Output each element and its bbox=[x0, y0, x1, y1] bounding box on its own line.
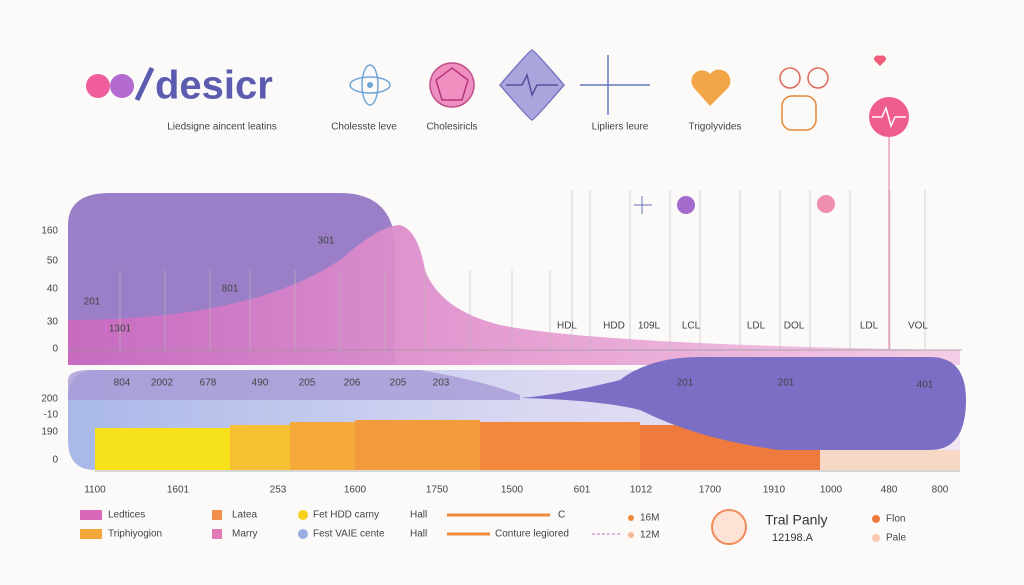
legend-label: Flon bbox=[886, 514, 905, 525]
legend-label: Latea bbox=[232, 510, 257, 521]
column-label: LDL bbox=[747, 321, 766, 332]
x-label: 480 bbox=[881, 485, 898, 496]
legend-swatches bbox=[80, 509, 880, 545]
legend-label: 16M bbox=[640, 513, 659, 524]
x-label: 1601 bbox=[167, 485, 190, 496]
column-label: HDL bbox=[557, 321, 577, 332]
x-label: 1500 bbox=[501, 485, 524, 496]
grid-lines bbox=[119, 190, 926, 350]
icon-label: Trigolyvides bbox=[689, 122, 742, 133]
x-label: 1700 bbox=[699, 485, 722, 496]
row-label: 490 bbox=[252, 378, 269, 389]
legend-label: Marry bbox=[232, 529, 258, 540]
legend-label: Hall bbox=[410, 510, 427, 521]
y-label: 0 bbox=[52, 455, 58, 466]
labels: 160 50 40 30 0 201 1301 801 301 HDL HDD 109L LCL LDL D… bbox=[41, 226, 948, 544]
point-label: 201 bbox=[84, 297, 101, 308]
row-label: 201 bbox=[778, 378, 795, 389]
legend-label: Hall bbox=[410, 529, 427, 540]
y-label: 190 bbox=[41, 427, 58, 438]
y-label: 40 bbox=[47, 284, 59, 295]
logo: desicr bbox=[86, 64, 273, 108]
column-label: HDD bbox=[603, 321, 625, 332]
row-label: 205 bbox=[299, 378, 316, 389]
y-label: -10 bbox=[44, 410, 59, 421]
icon-label: Cholesste leve bbox=[331, 122, 397, 133]
point-label: 801 bbox=[222, 284, 239, 295]
legend-label: Pale bbox=[886, 533, 906, 544]
brand-name: Tral Panly bbox=[765, 512, 828, 528]
point-label: 1301 bbox=[109, 324, 132, 335]
row-label: 678 bbox=[200, 378, 217, 389]
x-label: 800 bbox=[932, 485, 949, 496]
row-label: 203 bbox=[433, 378, 450, 389]
legend-label: Ledtices bbox=[108, 510, 145, 521]
small-icons bbox=[634, 195, 835, 214]
x-label: 601 bbox=[574, 485, 591, 496]
bottom-chart bbox=[68, 357, 966, 472]
column-label: LCL bbox=[682, 321, 701, 332]
icon-label: Cholesiricls bbox=[426, 122, 477, 133]
row-label: 804 bbox=[114, 378, 131, 389]
legend-label: Conture legiored bbox=[495, 529, 569, 540]
row-label: 205 bbox=[390, 378, 407, 389]
top-chart bbox=[68, 193, 962, 365]
logo-text: desicr bbox=[155, 64, 273, 108]
icon-label: Liedsigne aincent leatins bbox=[167, 122, 277, 133]
legend-label: Fet HDD carny bbox=[313, 510, 379, 521]
y-label: 0 bbox=[52, 344, 58, 355]
x-label: 253 bbox=[270, 485, 287, 496]
row-label: 2002 bbox=[151, 378, 174, 389]
x-label: 1600 bbox=[344, 485, 367, 496]
legend-label: Triphiyogion bbox=[108, 529, 162, 540]
x-label: 1750 bbox=[426, 485, 449, 496]
x-label: 1000 bbox=[820, 485, 843, 496]
legend-label: Fest VAIE cente bbox=[313, 529, 385, 540]
legend-label: C bbox=[558, 510, 565, 521]
y-label: 200 bbox=[41, 394, 58, 405]
legend-label: 12M bbox=[640, 530, 659, 541]
x-label: 1910 bbox=[763, 485, 786, 496]
column-label: DOL bbox=[784, 321, 805, 332]
icon-label: Lipliers leure bbox=[592, 122, 649, 133]
column-label: LDL bbox=[860, 321, 879, 332]
brand-code: 12198.A bbox=[772, 532, 814, 544]
y-label: 50 bbox=[47, 256, 59, 267]
icons bbox=[349, 49, 909, 350]
y-label: 160 bbox=[41, 226, 58, 237]
row-label: 401 bbox=[917, 380, 934, 391]
x-label: 1100 bbox=[84, 485, 106, 496]
column-label: VOL bbox=[908, 321, 928, 332]
row-label: 206 bbox=[344, 378, 361, 389]
x-label: 1012 bbox=[630, 485, 653, 496]
row-label: 201 bbox=[677, 378, 694, 389]
point-label: 301 bbox=[318, 236, 335, 247]
y-label: 30 bbox=[47, 317, 59, 328]
column-label: 109L bbox=[638, 321, 661, 332]
